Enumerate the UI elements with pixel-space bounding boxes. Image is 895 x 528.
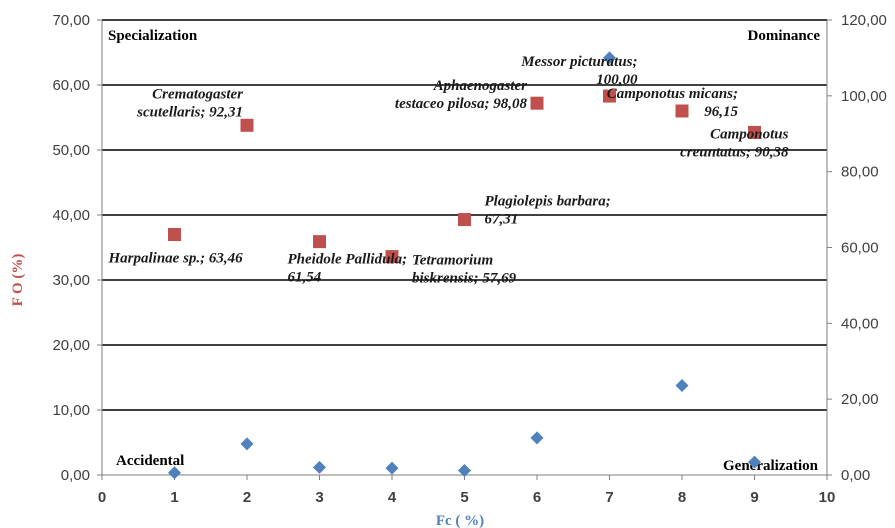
data-label: Crematogaster scutellaris; 92,31 (136, 86, 243, 120)
x-tick-label: 7 (605, 489, 613, 506)
y-tick-label: 0,00 (61, 467, 90, 484)
x-tick-label: 6 (533, 489, 541, 506)
x-tick-label: 8 (678, 489, 686, 506)
data-label-line: Crematogaster (152, 86, 243, 102)
diamond-marker (530, 431, 544, 445)
diamond-marker (313, 460, 326, 474)
x-tick-label: 3 (315, 489, 323, 506)
x-tick-label: 10 (819, 489, 836, 506)
y2-tick-label: 40,00 (841, 315, 879, 332)
square-marker (458, 213, 471, 227)
data-label-line: Camponotus (710, 126, 789, 142)
data-label: Plagiolepis barbara; 67,31 (485, 194, 611, 228)
data-label: Camponotus creuntatus; 90,38 (680, 126, 789, 160)
y-tick-label: 60,00 (52, 77, 90, 94)
x-tick-label: 4 (388, 489, 397, 506)
diamond-marker (458, 463, 471, 477)
square-marker (240, 118, 254, 132)
data-label-line: Plagiolepis barbara; (485, 194, 611, 210)
data-label: Harpalinae sp.; 63,46 (108, 251, 244, 267)
diamond-marker (168, 466, 181, 480)
square-marker (385, 250, 399, 264)
square-marker (675, 104, 689, 118)
y2-tick-label: 120,00 (841, 12, 887, 29)
y2-tick-label: 20,00 (841, 391, 879, 408)
data-label-line: Camponotus micans; (607, 86, 738, 102)
data-labels: Harpalinae sp.; 63,46 Crematogaster scutel… (108, 54, 789, 287)
data-label-line: scutellaris; 92,31 (136, 104, 243, 120)
x-tick-label: 2 (243, 489, 251, 506)
data-label-line: testaceo pilosa; 98,08 (395, 96, 528, 112)
data-label-line: biskrensis; 57,69 (412, 271, 517, 287)
data-label: Camponotus micans; 96,15 (607, 86, 739, 120)
data-label-line: Messor picturatus; (520, 54, 637, 70)
diamond-marker (240, 437, 254, 451)
data-label: Aphaenogaster testaceo pilosa; 98,08 (395, 78, 528, 112)
diamond-marker (675, 379, 689, 393)
y-tick-label: 50,00 (52, 142, 90, 159)
square-marker (168, 228, 181, 241)
quadrant-label-top-left: Specialization (108, 28, 198, 44)
quadrant-label-top-right: Dominance (748, 28, 821, 44)
y-tick-label: 10,00 (52, 402, 90, 419)
data-markers (168, 51, 761, 480)
data-label-line: Harpalinae sp.; 63,46 (108, 251, 244, 267)
y2-tick-label: 0,00 (841, 467, 870, 484)
square-marker (313, 235, 326, 249)
y-tick-label: 70,00 (52, 12, 90, 29)
x-tick-label: 5 (460, 489, 468, 506)
y-tick-label: 30,00 (52, 272, 90, 289)
tick-labels: 0,0010,0020,0030,0040,0050,0060,0070,000… (52, 12, 886, 506)
square-marker (748, 125, 761, 139)
diamond-marker (385, 461, 399, 475)
y-axis-title: F O (%) (10, 254, 26, 307)
diamond-marker (748, 455, 761, 469)
y2-tick-label: 60,00 (841, 240, 879, 257)
data-label-line: Aphaenogaster (433, 78, 528, 94)
quadrant-labels: Specialization Dominance Accidental Gene… (108, 28, 820, 474)
quadrant-label-bottom-right: Generalization (723, 458, 819, 474)
quadrant-label-bottom-left: Accidental (116, 453, 184, 469)
data-label-line: creuntatus; 90,38 (680, 144, 789, 160)
x-axis-title: Fc ( %) (436, 513, 484, 528)
gridlines (102, 19, 827, 411)
data-label: Messor picturatus; 100,00 (520, 54, 638, 88)
data-label: Pheidole Pallidula; 61,54 (288, 252, 408, 286)
square-marker (530, 96, 544, 110)
x-tick-label: 1 (170, 489, 178, 506)
y2-tick-label: 80,00 (841, 164, 879, 181)
data-label-line: Pheidole Pallidula; (288, 252, 408, 268)
x-tick-label: 0 (98, 489, 106, 506)
y2-tick-label: 100,00 (841, 88, 887, 105)
data-label-line: Tetramorium (412, 253, 493, 269)
y-tick-label: 20,00 (52, 337, 90, 354)
data-label-line: 61,54 (288, 270, 322, 286)
x-tick-label: 9 (750, 489, 758, 506)
data-label: Tetramorium biskrensis; 57,69 (412, 253, 517, 287)
square-marker (603, 89, 616, 103)
data-label-line: 100,00 (596, 72, 638, 88)
data-label-line: 67,31 (485, 212, 519, 228)
y-tick-label: 40,00 (52, 207, 90, 224)
data-label-line: 96,15 (704, 104, 738, 120)
diamond-marker (603, 51, 616, 65)
